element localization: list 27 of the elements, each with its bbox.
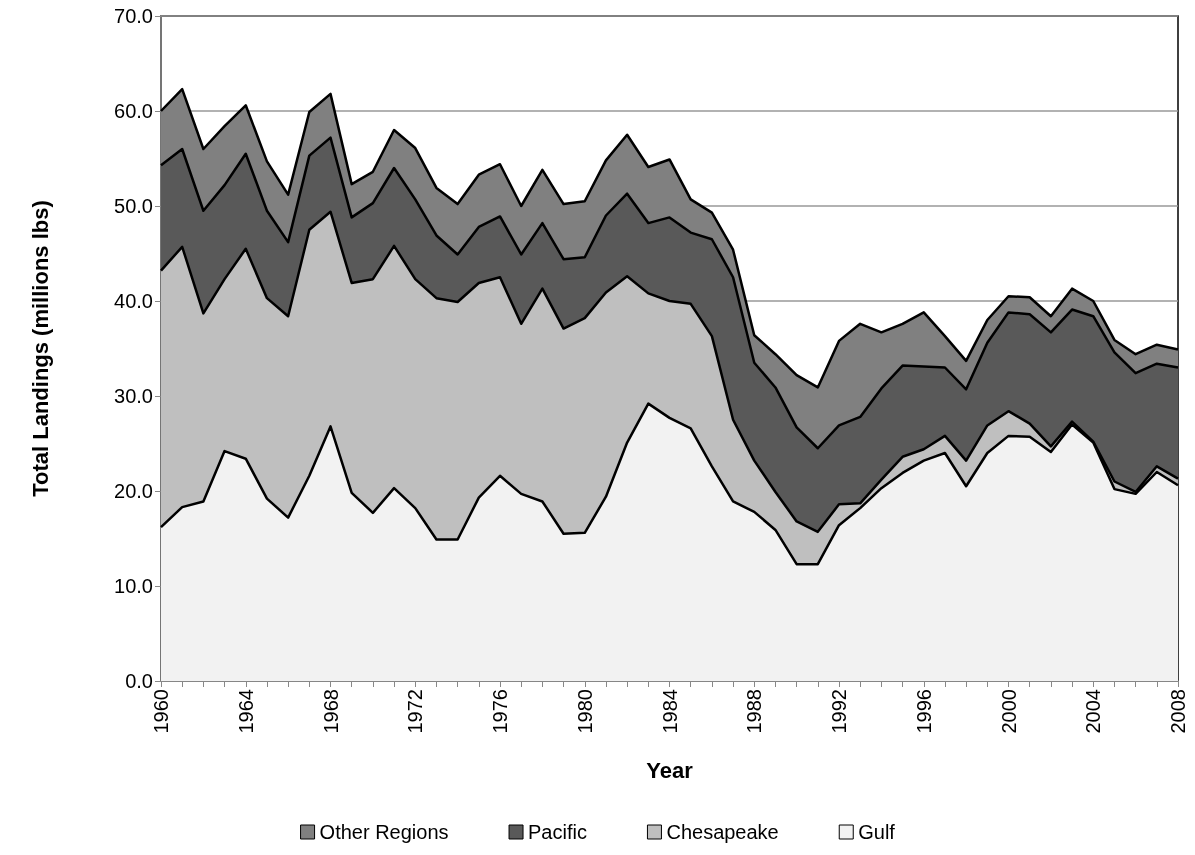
y-tick-label: 40.0 [114,290,153,312]
y-tick-label: 70.0 [114,5,153,27]
x-axis-title: Year [646,757,694,783]
legend-label: Chesapeake [666,821,779,843]
x-tick-label: 2004 [1082,689,1105,734]
x-tick-label: 1972 [404,689,427,734]
legend-label: Gulf [858,821,896,843]
x-tick-label: 1976 [489,689,511,734]
x-tick-label: 2008 [1167,689,1189,734]
legend-label: Other Regions [319,821,449,843]
x-tick-label: 1996 [912,689,935,734]
x-tick-label: 1964 [234,689,257,734]
y-tick-label: 0.0 [125,670,153,692]
y-tick-label: 10.0 [114,575,153,597]
x-tick-label: 1960 [150,689,172,734]
x-tick-label: 1968 [319,689,342,734]
y-tick-label: 50.0 [114,195,153,217]
y-tick-label: 60.0 [114,100,153,122]
x-tick-label: 1984 [658,689,681,734]
x-tick-label: 2000 [997,689,1020,734]
y-tick-label: 30.0 [114,385,153,407]
x-tick-label: 1992 [828,689,850,734]
y-axis-title: Total Landings (millions lbs) [27,200,53,497]
x-tick-label: 1980 [573,689,596,734]
x-tick-label: 1988 [743,689,766,734]
y-tick-label: 20.0 [114,480,153,502]
legend-label: Pacific [528,821,587,843]
